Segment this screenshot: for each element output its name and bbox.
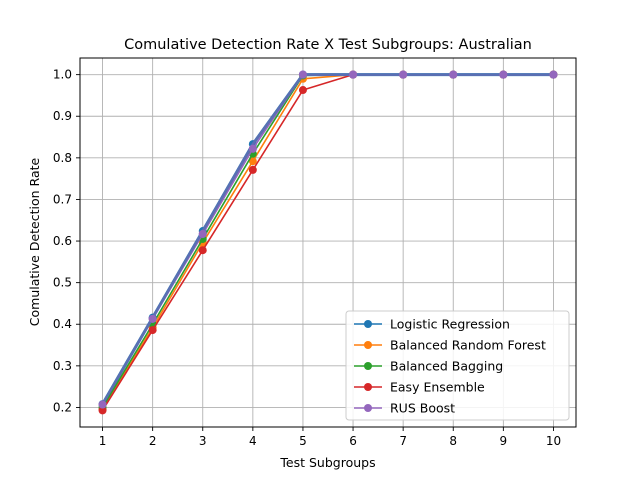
data-point	[248, 165, 257, 174]
x-tick-label: 4	[249, 434, 257, 448]
legend-item: Balanced Bagging	[354, 359, 503, 374]
y-axis-label: Comulative Detection Rate	[27, 157, 42, 326]
x-tick-label: 10	[546, 434, 561, 448]
legend-item: Balanced Random Forest	[354, 338, 546, 353]
y-axis: 0.2 0.3 0.4 0.5 0.6 0.7 0.8 0.9 1.0	[53, 68, 80, 414]
series-overlap-highlight	[98, 70, 558, 409]
data-point	[349, 70, 358, 79]
y-tick-label: 1.0	[53, 68, 72, 82]
data-point	[248, 144, 257, 153]
legend-box	[345, 310, 570, 421]
data-point	[449, 70, 458, 79]
y-tick-label: 0.6	[53, 234, 72, 248]
legend-item: Easy Ensemble	[354, 380, 485, 395]
data-point	[499, 70, 508, 79]
x-tick-label: 2	[149, 434, 157, 448]
series-line	[101, 73, 554, 405]
legend-label: Balanced Bagging	[390, 359, 503, 374]
data-point	[98, 400, 107, 409]
x-tick-label: 9	[500, 434, 508, 448]
x-tick-label: 6	[349, 434, 357, 448]
x-axis: 1 2 3 4 5 6 7 8 9 10	[99, 427, 561, 448]
chart-title: Comulative Detection Rate X Test Subgrou…	[124, 37, 532, 53]
legend-label: RUS Boost	[390, 401, 455, 416]
legend-label: Easy Ensemble	[390, 380, 485, 395]
legend: Logistic Regression Balanced Random Fores…	[345, 310, 570, 421]
y-tick-label: 0.4	[53, 317, 72, 331]
data-point	[198, 229, 207, 238]
legend-item: RUS Boost	[354, 401, 455, 416]
data-point	[298, 86, 307, 95]
y-tick-label: 0.2	[53, 400, 72, 414]
y-tick-label: 0.5	[53, 276, 72, 290]
legend-swatch-marker	[364, 341, 372, 349]
legend-swatch-marker	[364, 383, 372, 391]
data-point	[198, 246, 207, 255]
y-tick-label: 0.8	[53, 151, 72, 165]
y-tick-label: 0.9	[53, 109, 72, 123]
x-axis-label: Test Subgroups	[279, 455, 375, 470]
data-point	[148, 326, 157, 335]
x-tick-label: 1	[99, 434, 107, 448]
x-tick-label: 3	[199, 434, 207, 448]
legend-swatch-marker	[364, 320, 372, 328]
plot-area	[79, 57, 577, 428]
x-tick-label: 7	[399, 434, 407, 448]
data-point	[549, 70, 558, 79]
data-point	[399, 70, 408, 79]
y-tick-label: 0.3	[53, 359, 72, 373]
data-point	[248, 157, 257, 166]
legend-label: Balanced Random Forest	[390, 338, 546, 353]
legend-swatch-marker	[364, 404, 372, 412]
legend-swatch-marker	[364, 362, 372, 370]
data-point	[298, 70, 307, 79]
data-point	[148, 314, 157, 323]
y-tick-label: 0.7	[53, 192, 72, 206]
x-tick-label: 5	[299, 434, 307, 448]
legend-item: Logistic Regression	[354, 317, 510, 332]
data-point	[98, 406, 107, 415]
legend-label: Logistic Regression	[390, 317, 510, 332]
x-tick-label: 8	[449, 434, 457, 448]
series-layer	[98, 70, 558, 415]
